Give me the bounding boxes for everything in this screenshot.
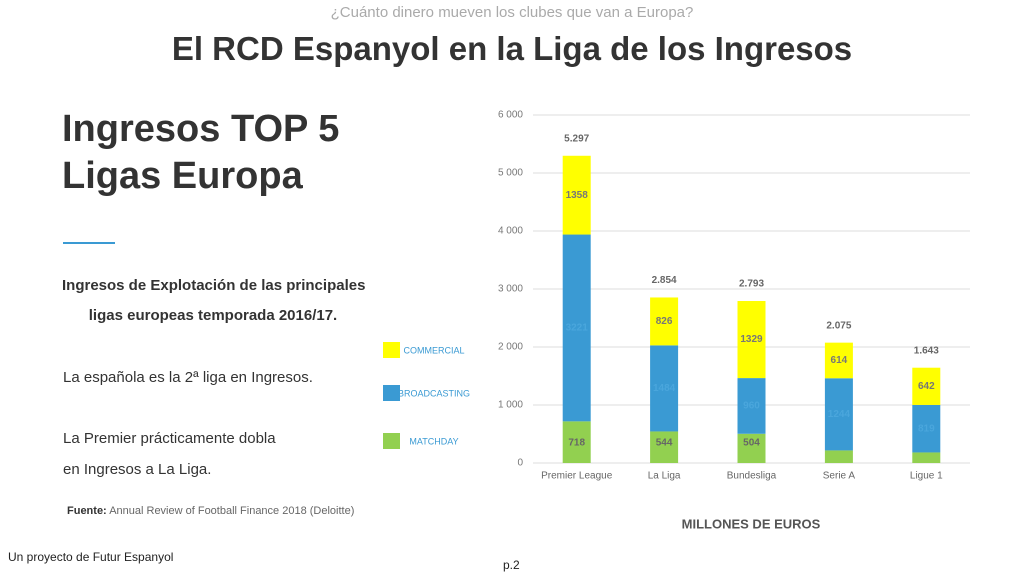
y-tick-label: 2 000 — [498, 342, 523, 353]
y-tick-label: 3 000 — [498, 284, 523, 295]
kicker: ¿Cuánto dinero mueven los clubes que van… — [330, 4, 694, 21]
data-label: 1358 — [566, 190, 589, 201]
bar-segment — [650, 345, 679, 432]
caption: ligas europeas temporada 2016/17. — [88, 307, 338, 324]
bar-segment — [912, 452, 941, 463]
bar-segment — [824, 450, 853, 463]
legend-swatch — [383, 385, 400, 401]
data-label: 960 — [743, 401, 760, 412]
bar-segment — [562, 234, 591, 422]
bar-segment — [824, 378, 853, 451]
footer: Un proyecto de Futur Espanyol — [8, 550, 174, 564]
y-tick-label: 4 000 — [498, 226, 523, 237]
heading: Ingresos TOP 5 — [62, 108, 340, 150]
y-tick-label: 5 000 — [498, 168, 523, 179]
title: El RCD Espanyol en la Liga de los Ingres… — [171, 30, 853, 67]
bar-segment — [562, 421, 591, 463]
heading: Ligas Europa — [62, 155, 303, 197]
data-label: 1329 — [740, 334, 763, 345]
legend-label: BROADCASTING — [398, 388, 470, 398]
data-label: 3221 — [566, 323, 589, 334]
note: La española es la 2ª liga en Ingresos. — [63, 369, 313, 386]
bar-segment — [737, 378, 766, 434]
x-tick-label: Bundesliga — [727, 471, 777, 482]
x-tick-label: La Liga — [648, 471, 681, 482]
data-label: 642 — [918, 381, 935, 392]
data-label: 1244 — [828, 409, 851, 420]
data-label: 504 — [743, 438, 760, 449]
total-label: 2.793 — [739, 279, 764, 290]
source-label: Fuente: — [67, 505, 107, 517]
bar-segment — [912, 367, 941, 405]
data-label: 718 — [568, 438, 585, 449]
bar-segment — [650, 431, 679, 463]
bar-segment — [824, 342, 853, 379]
bar-segment — [562, 155, 591, 235]
caption: Ingresos de Explotación de las principal… — [62, 277, 366, 294]
data-label: 819 — [918, 423, 935, 434]
page-number: p.2 — [503, 558, 520, 572]
data-label: 1484 — [653, 383, 676, 394]
legend-label: COMMERCIAL — [403, 345, 464, 355]
data-label: 826 — [656, 316, 673, 327]
bar-segment — [650, 297, 679, 346]
source-text: Annual Review of Football Finance 2018 (… — [109, 505, 355, 517]
data-label: 614 — [831, 355, 848, 366]
legend-swatch — [383, 342, 400, 358]
y-tick-label: 1 000 — [498, 400, 523, 411]
note: en Ingresos a La Liga. — [63, 461, 212, 478]
data-label: 544 — [656, 438, 673, 449]
total-label: 5.297 — [564, 133, 589, 144]
legend-swatch — [383, 433, 400, 449]
x-tick-label: Serie A — [823, 471, 856, 482]
x-tick-label: Ligue 1 — [910, 471, 943, 482]
x-axis-label: MILLONES DE EUROS — [682, 516, 821, 531]
source: Fuente: Annual Review of Football Financ… — [67, 505, 354, 517]
total-label: 2.854 — [652, 275, 677, 286]
bar-segment — [737, 301, 766, 379]
y-tick-label: 6 000 — [498, 110, 523, 121]
bar-segment — [737, 433, 766, 463]
bar-segment — [912, 404, 941, 453]
y-tick-label: 0 — [517, 458, 523, 469]
note: La Premier prácticamente dobla — [63, 430, 276, 447]
total-label: 1.643 — [914, 345, 939, 356]
total-label: 2.075 — [826, 320, 851, 331]
legend-label: MATCHDAY — [409, 436, 458, 446]
x-tick-label: Premier League — [541, 471, 613, 482]
